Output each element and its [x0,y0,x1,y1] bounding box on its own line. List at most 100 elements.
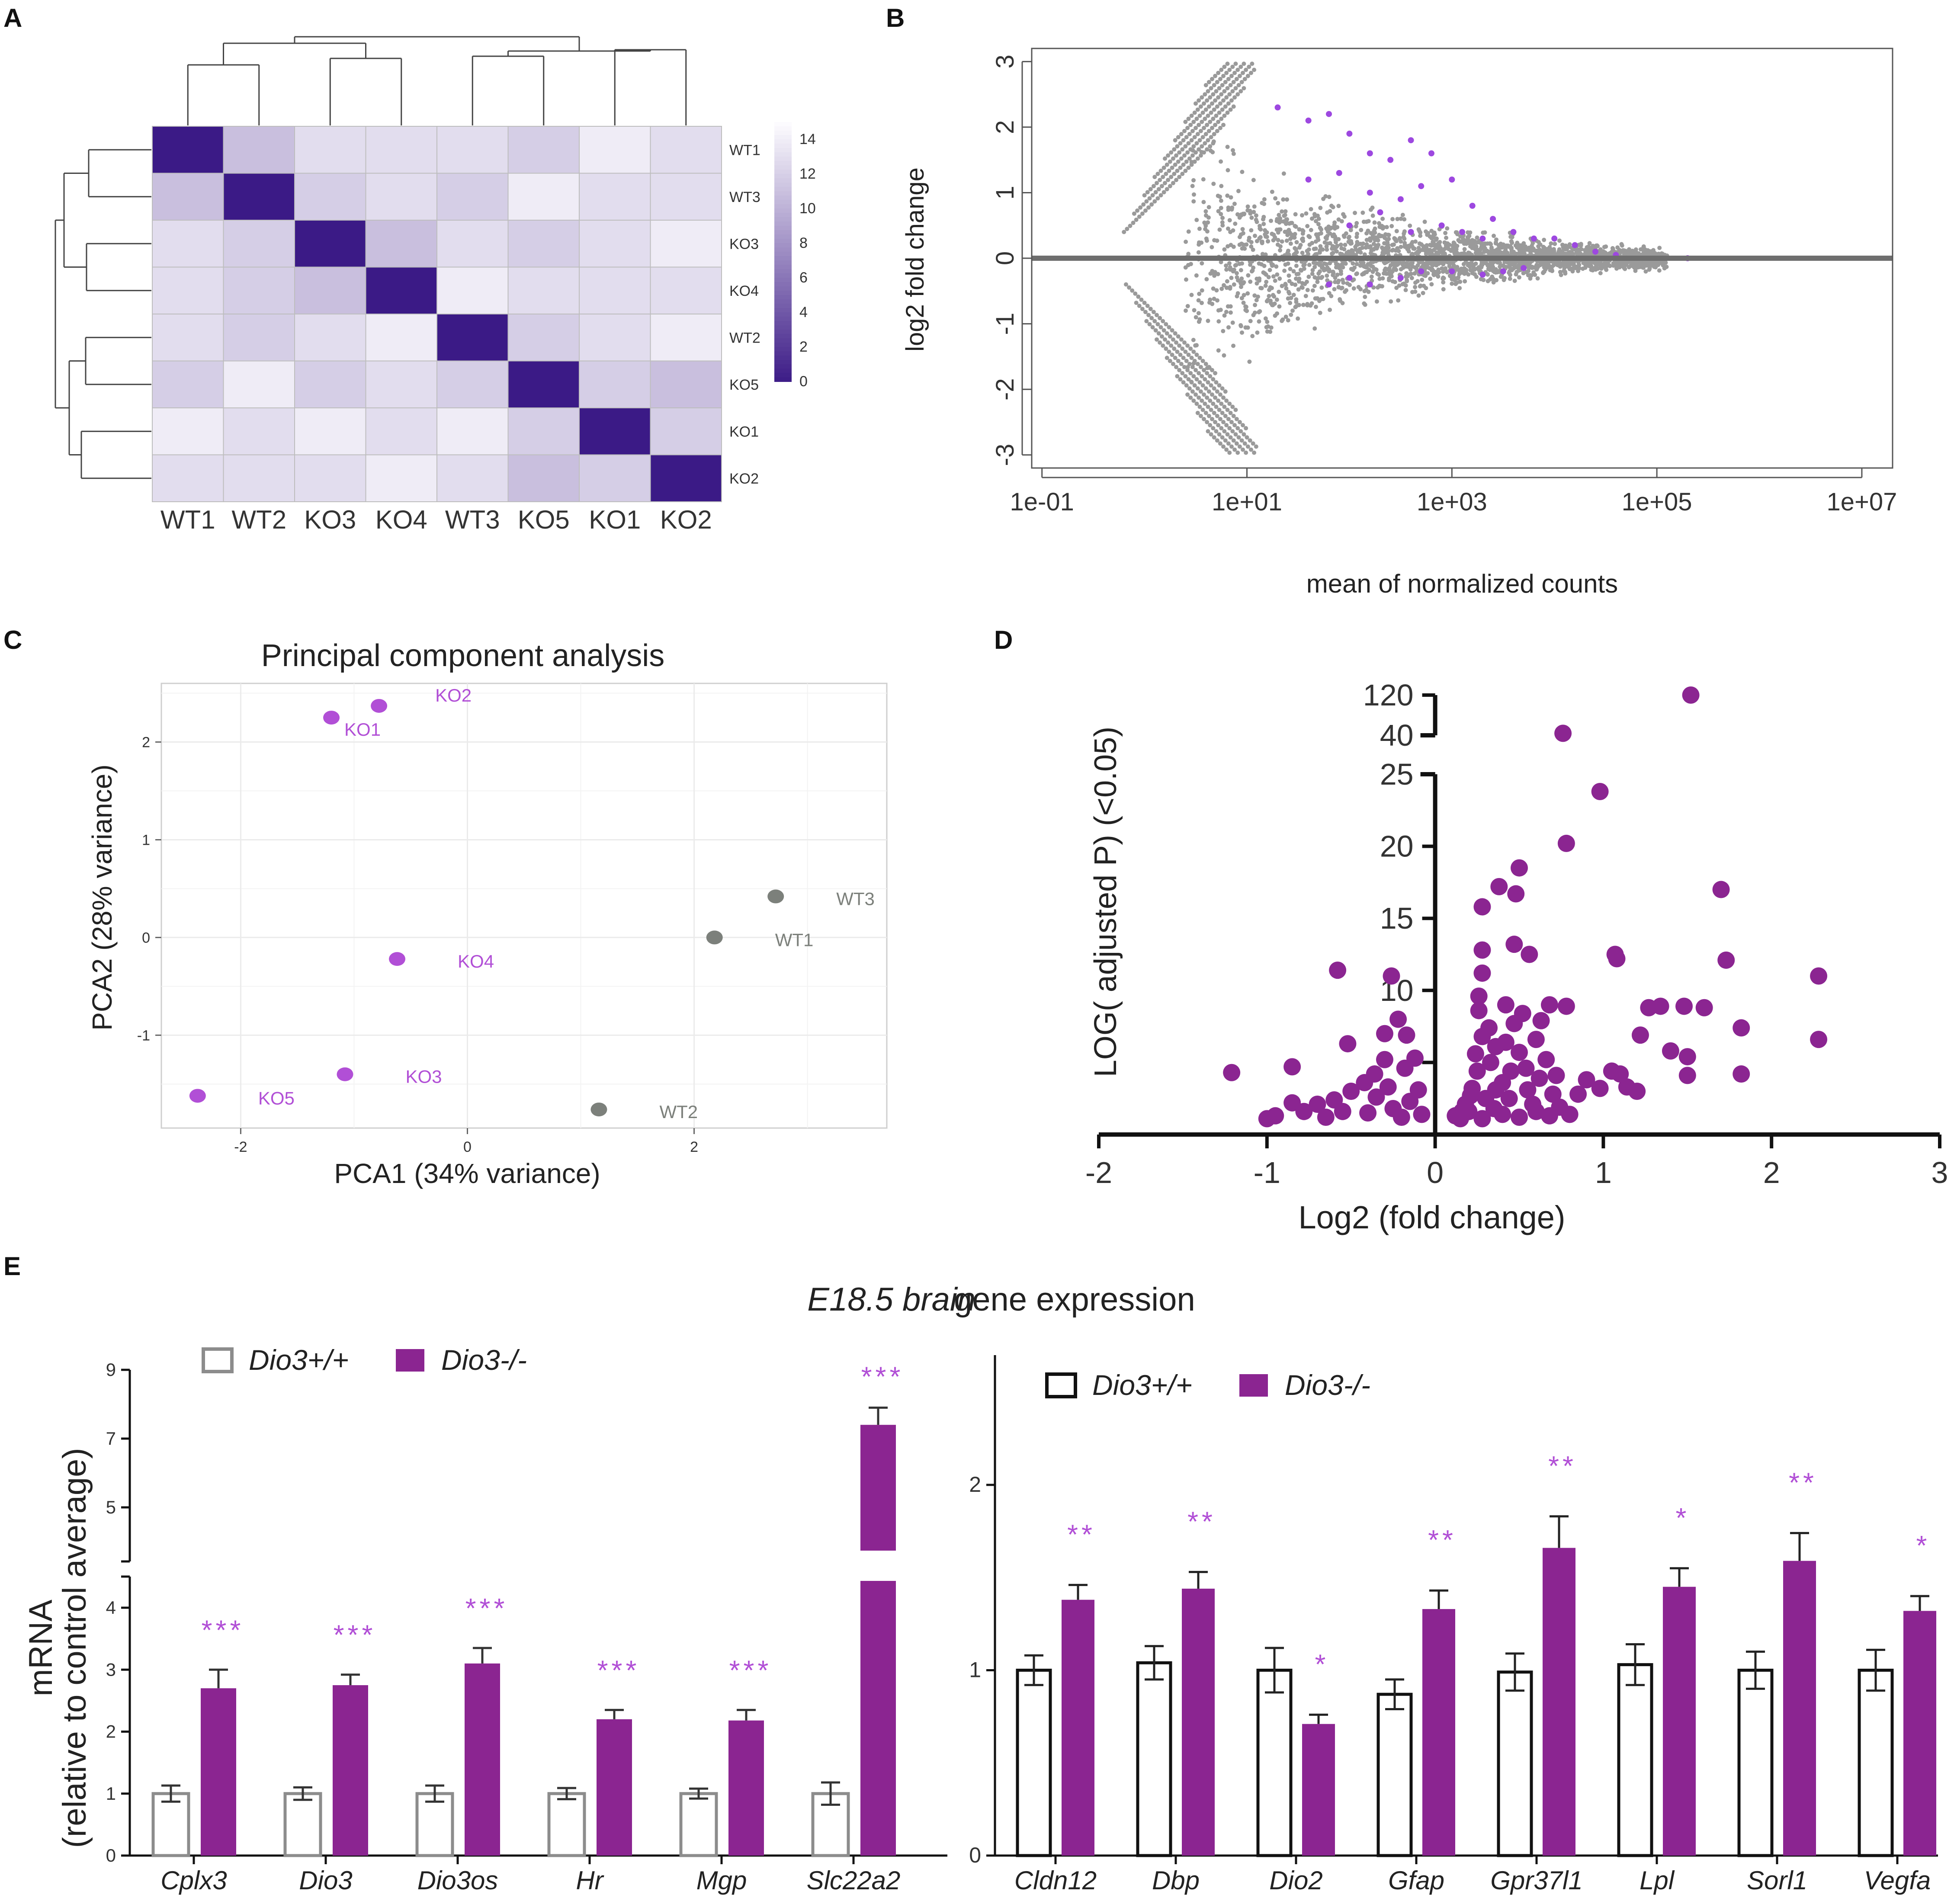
ma-point [1198,413,1203,418]
ma-point [1533,272,1537,277]
ma-point [1400,212,1405,217]
ma-point [1291,269,1296,274]
ma-point [1488,267,1492,272]
ma-point [1210,392,1214,397]
volcano-point [1540,996,1558,1014]
heatmap-cell [365,314,437,362]
ma-point [1342,234,1347,239]
colorbar-segment [774,364,792,369]
ma-point [1262,263,1267,268]
ma-point [1190,153,1195,158]
ma-point [1216,95,1221,100]
ma-point [1468,268,1473,272]
ma-point [1267,288,1272,292]
ma-point [1277,227,1281,232]
ma-significant-point [1479,271,1486,278]
ma-point [1428,276,1433,281]
ma-point [1202,150,1206,155]
heatmap-row-label: KO1 [729,423,759,440]
ma-point [1217,383,1222,388]
colorbar-segment [774,286,792,291]
ma-point [1284,217,1289,222]
ma-point [1237,444,1242,449]
bar-wildtype [1136,1661,1172,1857]
ma-point [1171,337,1175,342]
heatmap-column-label: KO3 [304,505,356,534]
ma-point [1191,374,1196,378]
ma-point [1633,247,1638,252]
ma-point [1192,135,1197,140]
ma-point [1185,304,1190,308]
ma-point [1204,236,1209,241]
ma-point [1611,247,1615,252]
ma-point [1185,368,1190,372]
ma-point [1512,279,1517,283]
ma-point [1428,243,1432,247]
ma-point [1198,128,1203,133]
ma-point [1416,250,1421,255]
legend-label-knockout: Dio3-/- [1285,1369,1370,1401]
ma-point [1527,273,1532,278]
ma-point [1234,417,1239,421]
ma-point [1250,334,1255,339]
ma-point [1359,228,1364,232]
ma-point [1242,246,1247,251]
ma-significant-point [1572,242,1578,248]
ma-point [1508,266,1512,270]
ma-point [1476,240,1480,244]
ma-point [1186,229,1191,234]
ma-point [1283,209,1288,214]
volcano-point [1453,1103,1471,1120]
ma-point [1221,329,1226,333]
ma-point [1327,269,1332,274]
ma-point [1229,195,1233,200]
ma-point [1384,225,1389,230]
ma-point [1558,269,1563,274]
ma-point [1241,423,1245,427]
ma-point [1290,282,1294,286]
ma-point [1164,322,1168,327]
ma-point [1527,249,1532,253]
ma-point [1165,187,1169,192]
ma-point [1367,268,1372,272]
volcano-point [1678,1048,1696,1066]
ma-point [1459,239,1463,244]
heatmap-cell [365,407,437,455]
ma-point [1248,319,1253,324]
ma-point [1224,95,1229,100]
ma-point [1241,300,1246,305]
heatmap-cell [223,220,295,268]
ma-point [1264,279,1269,284]
bar-right-y-tick-label: 0 [969,1843,981,1867]
ma-point [1370,269,1375,274]
pca-point-ko5 [189,1089,206,1103]
ma-point [1429,262,1434,266]
ma-point [1184,359,1189,363]
ma-point [1175,144,1180,149]
ma-point [1238,324,1243,328]
ma-point [1242,441,1247,446]
ma-point [1534,267,1539,272]
ma-point [1293,276,1298,281]
ma-point [1372,220,1377,225]
ma-significant-point [1305,176,1312,183]
ma-point [1155,196,1160,201]
ma-point [1173,138,1178,143]
ma-point [1232,95,1237,100]
ma-point [1203,107,1208,112]
heatmap-column-label: WT2 [231,505,286,534]
ma-point [1293,282,1298,287]
significance-label: *** [729,1654,772,1686]
ma-point [1172,147,1177,152]
ma-point [1230,64,1235,69]
significance-label: * [1916,1530,1931,1561]
ma-point [1176,334,1181,339]
ma-point [1568,250,1572,254]
ma-point [1388,273,1393,278]
ma-point [1354,262,1359,266]
ma-point [1265,320,1270,324]
